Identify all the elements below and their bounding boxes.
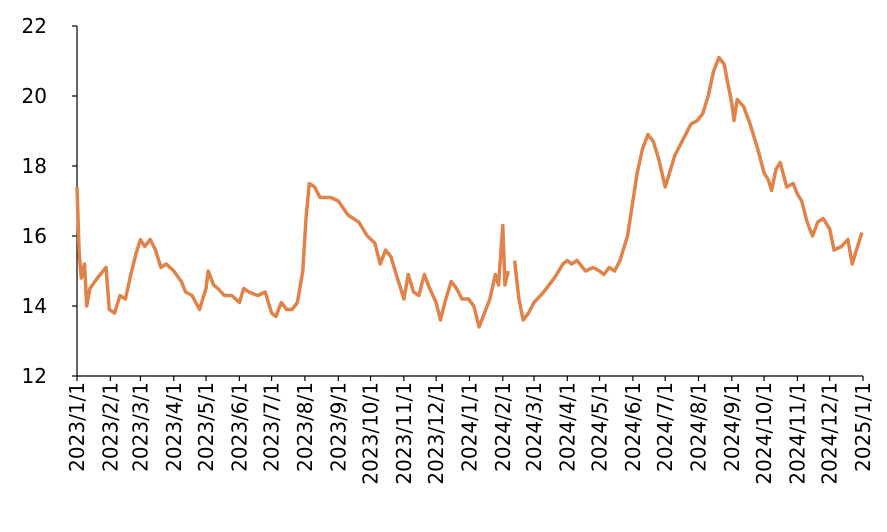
x-tick-label: 2024/10/1 bbox=[752, 382, 776, 485]
x-tick-label: 2024/9/1 bbox=[720, 382, 744, 472]
x-tick-label: 2025/1/1 bbox=[851, 382, 875, 472]
x-tick-label: 2023/9/1 bbox=[326, 382, 350, 472]
x-tick-label: 2024/4/1 bbox=[555, 382, 579, 472]
x-tick-label: 2024/1/1 bbox=[457, 382, 481, 472]
x-tick-label: 2024/12/1 bbox=[818, 382, 842, 485]
x-tick-label: 2024/6/1 bbox=[621, 382, 645, 472]
x-tick-label: 2023/1/1 bbox=[65, 382, 89, 472]
x-tick-label: 2023/2/1 bbox=[98, 382, 122, 472]
y-tick-label: 18 bbox=[22, 154, 47, 178]
x-tick-label: 2023/6/1 bbox=[227, 382, 251, 472]
series-line bbox=[75, 55, 864, 329]
x-tick-label: 2024/11/1 bbox=[785, 382, 809, 485]
x-tick-label: 2023/12/1 bbox=[424, 382, 448, 485]
y-tick-label: 12 bbox=[22, 364, 47, 388]
y-tick-label: 16 bbox=[22, 224, 47, 248]
x-tick-label: 2024/7/1 bbox=[653, 382, 677, 472]
y-tick-label: 22 bbox=[22, 14, 47, 38]
x-tick-label: 2023/11/1 bbox=[392, 382, 416, 485]
x-tick-label: 2023/10/1 bbox=[359, 382, 383, 485]
x-tick-label: 2024/8/1 bbox=[686, 382, 710, 472]
x-tick-label: 2024/5/1 bbox=[588, 382, 612, 472]
x-tick-label: 2023/7/1 bbox=[260, 382, 284, 472]
y-tick-label: 20 bbox=[22, 84, 47, 108]
x-tick-label: 2024/3/1 bbox=[522, 382, 546, 472]
y-tick-label: 14 bbox=[22, 294, 47, 318]
x-tick-label: 2023/8/1 bbox=[293, 382, 317, 472]
x-tick-label: 2024/2/1 bbox=[491, 382, 515, 472]
x-tick-label: 2023/5/1 bbox=[194, 382, 218, 472]
x-tick-label: 2023/3/1 bbox=[128, 382, 152, 472]
x-tick-label: 2023/4/1 bbox=[162, 382, 186, 472]
